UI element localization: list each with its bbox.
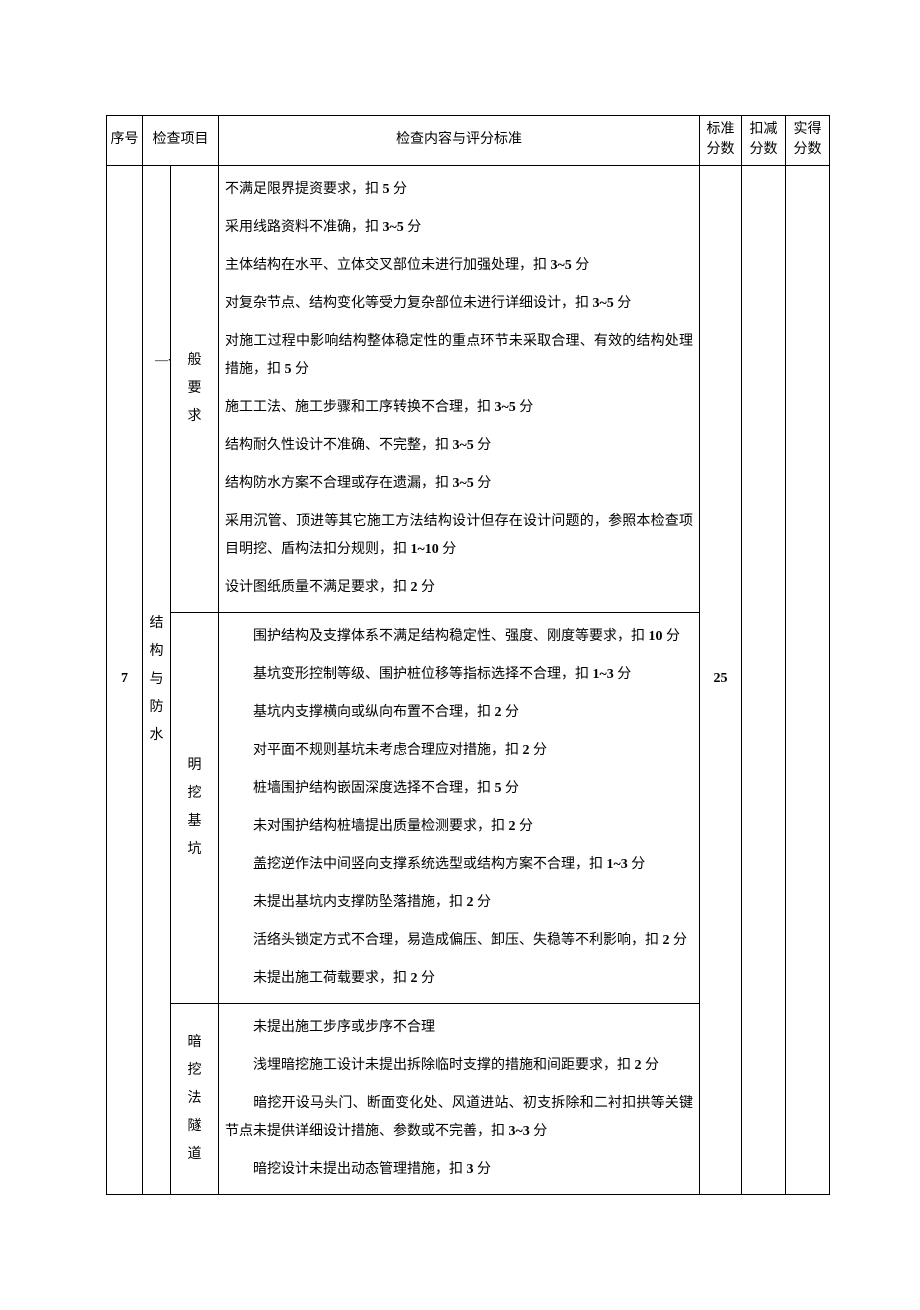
header-actual: 实得分数 xyxy=(786,116,830,166)
section-category-general: — · 般要求 xyxy=(171,165,219,612)
content-line: 对施工过程中影响结构整体稳定性的重点环节未采取合理、有效的结构处理措施，扣 5 … xyxy=(225,328,693,384)
content-line: 采用线路资料不准确，扣 3~5 分 xyxy=(225,214,693,242)
seq-number-cell: 7 xyxy=(107,165,143,1194)
header-standard: 标准分数 xyxy=(700,116,742,166)
content-line: 施工工法、施工步骤和工序转换不合理，扣 3~5 分 xyxy=(225,394,693,422)
table-header-row: 序号 检查项目 检查内容与评分标准 标准分数 扣减分数 实得分数 xyxy=(107,116,830,166)
deduction-cell xyxy=(742,165,786,1194)
content-line: 盖挖逆作法中间竖向支撑系统选型或结构方案不合理，扣 1~3 分 xyxy=(225,851,693,879)
content-line: 围护结构及支撑体系不满足结构稳定性、强度、刚度等要求，扣 10 分 xyxy=(225,623,693,651)
content-line: 暗挖开设马头门、断面变化处、风道进站、初支拆除和二衬扣拱等关键节点未提供详细设计… xyxy=(225,1090,693,1146)
section-category-tunnel: 暗挖法隧道 xyxy=(171,1003,219,1194)
content-line: 基坑变形控制等级、围护桩位移等指标选择不合理，扣 1~3 分 xyxy=(225,661,693,689)
header-content: 检查内容与评分标准 xyxy=(219,116,700,166)
content-line: 主体结构在水平、立体交叉部位未进行加强处理，扣 3~5 分 xyxy=(225,252,693,280)
content-line: 结构耐久性设计不准确、不完整，扣 3~5 分 xyxy=(225,432,693,460)
section-category-openpit: 明挖基坑 xyxy=(171,612,219,1003)
dash-marker: — · xyxy=(155,347,170,373)
standard-score-cell: 25 xyxy=(700,165,742,1194)
section-content-general: 不满足限界提资要求，扣 5 分采用线路资料不准确，扣 3~5 分主体结构在水平、… xyxy=(219,165,700,612)
section-content-openpit: 围护结构及支撑体系不满足结构稳定性、强度、刚度等要求，扣 10 分 基坑变形控制… xyxy=(219,612,700,1003)
header-project: 检查项目 xyxy=(143,116,219,166)
content-line: 未提出施工荷载要求，扣 2 分 xyxy=(225,965,693,993)
document-page: 序号 检查项目 检查内容与评分标准 标准分数 扣减分数 实得分数 7 结构与防水… xyxy=(0,0,920,1310)
table-row: 7 结构与防水 — · 般要求 不满足限界提资要求，扣 5 分采用线路资料不准确… xyxy=(107,165,830,612)
category-label-1: 般要求 xyxy=(188,353,202,424)
content-line: 桩墙围护结构嵌固深度选择不合理，扣 5 分 xyxy=(225,775,693,803)
content-line: 对平面不规则基坑未考虑合理应对措施，扣 2 分 xyxy=(225,737,693,765)
actual-score-cell xyxy=(786,165,830,1194)
content-line: 结构防水方案不合理或存在遗漏，扣 3~5 分 xyxy=(225,470,693,498)
content-line: 采用沉管、顶进等其它施工方法结构设计但存在设计问题的，参照本检查项目明挖、盾构法… xyxy=(225,508,693,564)
content-line: 未对围护结构桩墙提出质量检测要求，扣 2 分 xyxy=(225,813,693,841)
project-main-cell: 结构与防水 xyxy=(143,165,171,1194)
content-line: 基坑内支撑横向或纵向布置不合理，扣 2 分 xyxy=(225,699,693,727)
content-line: 对复杂节点、结构变化等受力复杂部位未进行详细设计，扣 3~5 分 xyxy=(225,290,693,318)
content-line: 设计图纸质量不满足要求，扣 2 分 xyxy=(225,574,693,602)
content-line: 未提出施工步序或步序不合理 xyxy=(225,1014,693,1042)
header-seq: 序号 xyxy=(107,116,143,166)
content-line: 不满足限界提资要求，扣 5 分 xyxy=(225,176,693,204)
content-line: 未提出基坑内支撑防坠落措施，扣 2 分 xyxy=(225,889,693,917)
header-deduction: 扣减分数 xyxy=(742,116,786,166)
content-line: 活络头锁定方式不合理，易造成偏压、卸压、失稳等不利影响，扣 2 分 xyxy=(225,927,693,955)
section-content-tunnel: 未提出施工步序或步序不合理 浅埋暗挖施工设计未提出拆除临时支撑的措施和间距要求，… xyxy=(219,1003,700,1194)
inspection-table: 序号 检查项目 检查内容与评分标准 标准分数 扣减分数 实得分数 7 结构与防水… xyxy=(106,115,830,1195)
content-line: 浅埋暗挖施工设计未提出拆除临时支撑的措施和间距要求，扣 2 分 xyxy=(225,1052,693,1080)
content-line: 暗挖设计未提出动态管理措施，扣 3 分 xyxy=(225,1156,693,1184)
